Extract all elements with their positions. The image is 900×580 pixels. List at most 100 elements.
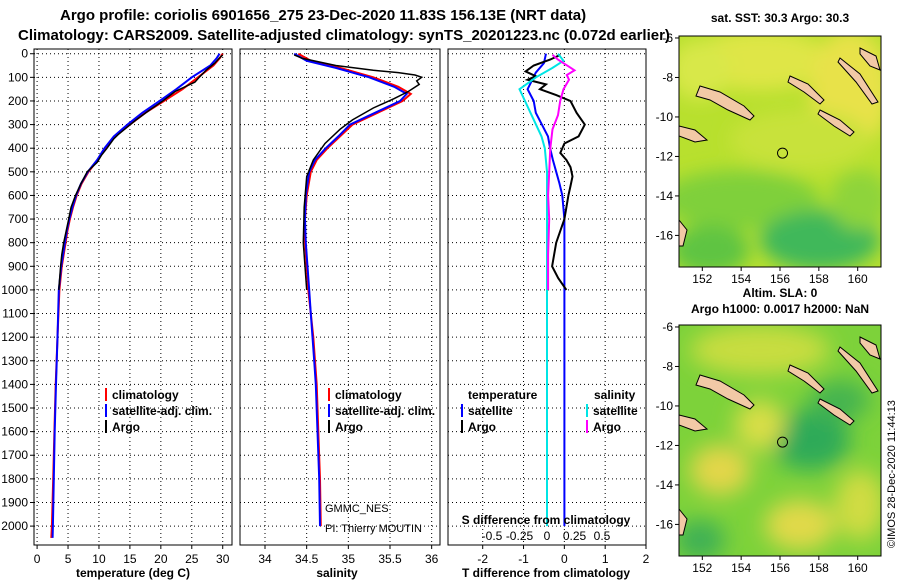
- y-tick-label: 400: [8, 141, 28, 155]
- y-tick-label: 1400: [1, 377, 28, 391]
- series-line-temperature-satellite: [526, 53, 566, 527]
- sla-map-panel: Altim. SLA: 0 Argo h1000: 0.0017 h2000: …: [656, 286, 882, 575]
- annotation-gmmc-nes: GMMC_NES: [325, 503, 389, 515]
- x-tick-label: 1: [602, 552, 609, 566]
- y-tick-label: -14: [656, 189, 674, 203]
- y-tick-label: 1900: [1, 495, 28, 509]
- legend-climatology-label: climatology: [112, 388, 179, 402]
- legend-s-satellite-label: satellite: [593, 404, 638, 418]
- difference-x-ticks: -2 -1 0 1 2: [477, 545, 650, 566]
- x-tick-label: 10: [92, 552, 106, 566]
- x-tick-label: 35: [342, 552, 356, 566]
- temperature-y-ticks: 0 100 200 300 400 500 600 700 800 900 1000 1100 1200…: [1, 47, 34, 533]
- x2-tick-label: -0.5: [482, 529, 503, 543]
- x-tick-label: 152: [692, 272, 712, 286]
- x-tick-label: 34: [258, 552, 272, 566]
- x-tick-label: 152: [692, 561, 712, 575]
- legend-climatology-label: climatology: [335, 388, 402, 402]
- y-tick-label: -16: [656, 517, 674, 531]
- x2-tick-label: 0.5: [594, 529, 611, 543]
- x-tick-label: -2: [477, 552, 488, 566]
- series-line-climatology: [50, 53, 224, 538]
- legend-temperature-title: temperature: [468, 388, 538, 402]
- difference-temperature-legend: temperature satellite Argo: [461, 388, 538, 434]
- series-line-satellite-adj-clim: [51, 53, 221, 538]
- x-tick-label: 0: [561, 552, 568, 566]
- y-tick-label: 100: [8, 70, 28, 84]
- difference-x2-label: S difference from climatology: [462, 513, 631, 527]
- x-tick-label: 5: [65, 552, 72, 566]
- difference-s-ticks: -0.5 -0.25 0 0.25 0.5: [482, 529, 611, 543]
- figure-title-line-2: Climatology: CARS2009. Satellite-adjuste…: [18, 27, 670, 44]
- difference-x-label: T difference from climatology: [462, 566, 630, 580]
- y-tick-label: 1700: [1, 448, 28, 462]
- y-tick-label: -6: [662, 31, 673, 45]
- figure-title-line-1: Argo profile: coriolis 6901656_275 23-De…: [60, 7, 586, 24]
- series-line-argo: [293, 54, 424, 290]
- y-tick-label: -12: [656, 149, 674, 163]
- x-tick-label: 2: [643, 552, 650, 566]
- y-tick-label: 900: [8, 259, 28, 273]
- x-tick-label: 0: [34, 552, 41, 566]
- temperature-panel: 0 5 10 15 20 25 30 0 100 200 300 400 500 600 700 800 90…: [1, 47, 233, 580]
- salinity-x-ticks: 34 34.5 35 35.5 36: [258, 545, 439, 566]
- salinity-grid: [240, 49, 440, 545]
- difference-series: [518, 53, 586, 527]
- sst-map-panel: sat. SST: 30.3 Argo: 30.3 152 154 156 158 1: [656, 11, 882, 286]
- legend-t-satellite-label: satellite: [468, 404, 513, 418]
- x-tick-label: 158: [809, 561, 829, 575]
- x-tick-label: 25: [185, 552, 199, 566]
- legend-satellite-label: satellite-adj. clim.: [335, 404, 435, 418]
- y-tick-label: 1600: [1, 425, 28, 439]
- legend-argo-label: Argo: [112, 420, 140, 434]
- salinity-panel: 34 34.5 35 35.5 36 salinity climatology sate…: [239, 48, 441, 580]
- legend-argo-label: Argo: [335, 420, 363, 434]
- temperature-x-label: temperature (deg C): [76, 566, 190, 580]
- x-tick-label: 154: [731, 561, 751, 575]
- temperature-legend: climatology satellite-adj. clim. Argo: [105, 388, 212, 434]
- sst-map-y-ticks: -6 -8 -10 -12 -14 -16: [656, 31, 679, 242]
- y-tick-label: 2000: [1, 519, 28, 533]
- y-tick-label: -16: [656, 228, 674, 242]
- y-tick-label: 1800: [1, 472, 28, 486]
- series-line-argo: [58, 54, 224, 290]
- x-tick-label: -1: [518, 552, 529, 566]
- x-tick-label: 158: [809, 272, 829, 286]
- sla-map-float-marker: [777, 436, 789, 448]
- y-tick-label: 1100: [2, 307, 28, 321]
- x-tick-label: 30: [216, 552, 230, 566]
- difference-salinity-legend: salinity satellite Argo: [586, 388, 638, 434]
- temperature-axes-frame: [33, 48, 233, 546]
- series-line-salinity-argo: [547, 54, 577, 290]
- x-tick-label: 15: [123, 552, 137, 566]
- salinity-axes-frame: [239, 48, 441, 546]
- y-tick-label: 500: [8, 165, 28, 179]
- credit-text: ©IMOS 28-Dec-2020 11:44:13: [886, 400, 898, 548]
- y-tick-label: -10: [656, 110, 674, 124]
- sla-map-y-ticks: -6 -8 -10 -12 -14 -16: [656, 320, 679, 531]
- y-tick-label: -6: [662, 320, 673, 334]
- y-tick-label: 800: [8, 236, 28, 250]
- temperature-x-ticks: 0 5 10 15 20 25 30: [34, 545, 230, 566]
- sla-map-field: [679, 325, 881, 556]
- series-line-temperature-argo: [523, 53, 586, 291]
- y-tick-label: 1200: [1, 330, 28, 344]
- annotation-pi: PI: Thierry MOUTIN: [325, 523, 422, 535]
- y-tick-label: 200: [8, 94, 28, 108]
- x-tick-label: 156: [770, 272, 790, 286]
- x2-tick-label: 0: [544, 529, 551, 543]
- x-tick-label: 160: [848, 561, 868, 575]
- salinity-legend: climatology satellite-adj. clim. Argo: [328, 388, 435, 434]
- y-tick-label: 1500: [1, 401, 28, 415]
- temperature-grid: [34, 49, 232, 545]
- sla-map-title: Altim. SLA: 0: [743, 286, 818, 300]
- sla-map-x-ticks: 152 154 156 158 160: [692, 556, 868, 575]
- x-tick-label: 36: [425, 552, 439, 566]
- y-tick-label: 300: [8, 118, 28, 132]
- x-tick-label: 20: [154, 552, 168, 566]
- x-tick-label: 154: [731, 272, 751, 286]
- x-tick-label: 34.5: [295, 552, 319, 566]
- difference-panel: -2 -1 0 1 2 -0.5 -0.25 0 0.25 0.5 T difference f…: [447, 48, 650, 580]
- sla-map-subtitle: Argo h1000: 0.0017 h2000: NaN: [691, 302, 869, 316]
